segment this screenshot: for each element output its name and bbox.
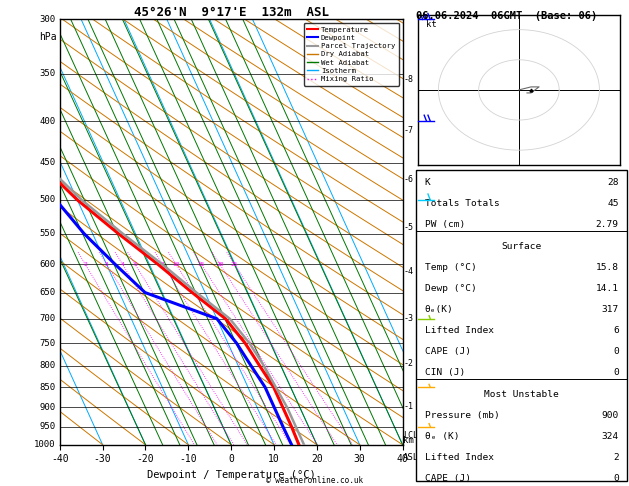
FancyBboxPatch shape [416, 170, 627, 481]
Text: 350: 350 [40, 69, 55, 78]
Text: CAPE (J): CAPE (J) [425, 347, 471, 356]
Text: Temp (°C): Temp (°C) [425, 263, 477, 272]
Text: 400: 400 [40, 117, 55, 125]
Text: 600: 600 [40, 260, 55, 269]
Text: -2: -2 [403, 359, 413, 368]
Text: 500: 500 [40, 195, 55, 205]
Text: ASL: ASL [403, 452, 420, 462]
Text: 324: 324 [601, 432, 619, 441]
Text: 0: 0 [613, 347, 619, 356]
Text: 450: 450 [40, 158, 55, 167]
Text: 8: 8 [160, 262, 164, 267]
Text: -3: -3 [403, 314, 413, 323]
Text: 900: 900 [601, 411, 619, 420]
Text: LCL: LCL [403, 431, 418, 440]
Text: Totals Totals: Totals Totals [425, 199, 499, 208]
Legend: Temperature, Dewpoint, Parcel Trajectory, Dry Adiabat, Wet Adiabat, Isotherm, Mi: Temperature, Dewpoint, Parcel Trajectory… [304, 23, 399, 86]
Text: 650: 650 [40, 288, 55, 297]
Text: Mixing Ratio (g/kg): Mixing Ratio (g/kg) [467, 185, 476, 279]
Text: 1000: 1000 [34, 440, 55, 449]
Text: 4: 4 [121, 262, 125, 267]
Text: Most Unstable: Most Unstable [484, 390, 559, 399]
Text: 950: 950 [40, 422, 55, 431]
Text: 900: 900 [40, 403, 55, 412]
Text: Lifted Index: Lifted Index [425, 326, 494, 335]
Text: 2: 2 [84, 262, 87, 267]
Text: 5: 5 [133, 262, 137, 267]
Text: 317: 317 [601, 305, 619, 314]
Text: 14.1: 14.1 [596, 284, 619, 293]
Text: -8: -8 [403, 75, 413, 85]
Text: 700: 700 [40, 314, 55, 323]
Text: 10: 10 [172, 262, 180, 267]
X-axis label: Dewpoint / Temperature (°C): Dewpoint / Temperature (°C) [147, 470, 316, 480]
Text: 800: 800 [40, 362, 55, 370]
Text: θₑ (K): θₑ (K) [425, 432, 459, 441]
Text: © weatheronline.co.uk: © weatheronline.co.uk [266, 475, 363, 485]
Text: Lifted Index: Lifted Index [425, 453, 494, 462]
Text: -5: -5 [403, 223, 413, 231]
Text: PW (cm): PW (cm) [425, 220, 465, 228]
Text: Dewp (°C): Dewp (°C) [425, 284, 477, 293]
Text: 6: 6 [613, 326, 619, 335]
Text: 0: 0 [613, 367, 619, 377]
Text: CIN (J): CIN (J) [425, 367, 465, 377]
Text: -6: -6 [403, 175, 413, 184]
Text: 28: 28 [607, 178, 619, 187]
Text: Pressure (mb): Pressure (mb) [425, 411, 499, 420]
Text: km: km [403, 435, 414, 445]
Text: 2.79: 2.79 [596, 220, 619, 228]
Text: 0: 0 [613, 474, 619, 483]
Text: 06.06.2024  06GMT  (Base: 06): 06.06.2024 06GMT (Base: 06) [416, 11, 598, 21]
Text: 15: 15 [198, 262, 205, 267]
Text: -1: -1 [403, 402, 413, 411]
Text: θₑ(K): θₑ(K) [425, 305, 454, 314]
Text: -7: -7 [403, 126, 413, 135]
Text: 550: 550 [40, 229, 55, 238]
Text: 850: 850 [40, 383, 55, 392]
Text: 750: 750 [40, 339, 55, 347]
Text: kt: kt [426, 19, 437, 29]
Text: CAPE (J): CAPE (J) [425, 474, 471, 483]
Text: -4: -4 [403, 267, 413, 277]
Text: 25: 25 [231, 262, 238, 267]
Text: 300: 300 [40, 15, 55, 24]
Text: 15.8: 15.8 [596, 263, 619, 272]
Text: 20: 20 [216, 262, 223, 267]
Text: 3: 3 [105, 262, 109, 267]
Title: 45°26'N  9°17'E  132m  ASL: 45°26'N 9°17'E 132m ASL [133, 6, 329, 19]
Text: hPa: hPa [39, 32, 57, 42]
Text: K: K [425, 178, 431, 187]
Text: 2: 2 [613, 453, 619, 462]
Text: Surface: Surface [502, 243, 542, 251]
Text: 45: 45 [607, 199, 619, 208]
